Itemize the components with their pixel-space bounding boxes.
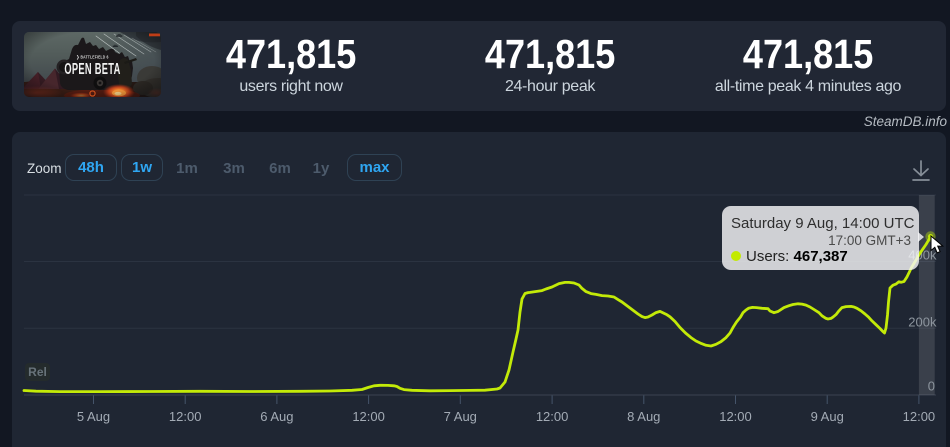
svg-text:0: 0	[928, 379, 935, 394]
svg-text:12:00: 12:00	[536, 409, 569, 424]
svg-text:6 Aug: 6 Aug	[260, 409, 293, 424]
svg-text:9 Aug: 9 Aug	[811, 409, 844, 424]
svg-text:5 Aug: 5 Aug	[77, 409, 110, 424]
svg-text:OPEN BETA: OPEN BETA	[64, 59, 120, 77]
svg-text:8 Aug: 8 Aug	[627, 409, 660, 424]
svg-text:12:00: 12:00	[352, 409, 385, 424]
svg-text:7 Aug: 7 Aug	[444, 409, 477, 424]
svg-text:12:00: 12:00	[903, 409, 936, 424]
svg-text:❯ BATTLEFIELD 6: ❯ BATTLEFIELD 6	[76, 54, 109, 61]
svg-text:12:00: 12:00	[169, 409, 202, 424]
svg-text:12:00: 12:00	[719, 409, 752, 424]
svg-text:200k: 200k	[908, 314, 937, 329]
